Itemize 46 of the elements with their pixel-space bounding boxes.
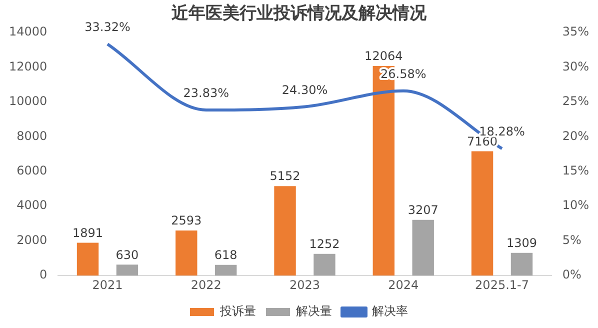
data-label: 5152	[270, 169, 300, 184]
data-label: 33.32%	[84, 20, 130, 34]
y-tick-label: 12000	[8, 59, 48, 74]
y2-tick-label: 35%	[562, 24, 589, 39]
y-tick-label: 4000	[16, 198, 48, 212]
bar	[116, 264, 138, 276]
y-tick-label: 2000	[16, 232, 48, 247]
y2-tick-label: 20%	[562, 128, 589, 143]
x-tick-label: 2024	[388, 278, 419, 292]
legend-label: 投诉量	[219, 304, 256, 318]
data-label: 1309	[506, 236, 538, 250]
y-tick-label: 8000	[16, 128, 48, 143]
data-label: 1252	[309, 236, 340, 251]
bar	[274, 186, 296, 276]
data-label: 630	[116, 248, 139, 262]
bar	[314, 254, 336, 276]
x-tick-label: 2023	[289, 278, 320, 292]
x-tick-label: 2025.1-7	[475, 278, 529, 292]
y-tick-label: 6000	[16, 163, 48, 178]
chart-title: 近年医美行业投诉情况及解决情况	[170, 4, 428, 24]
bar	[76, 242, 99, 276]
legend-label: 解决量	[296, 304, 332, 318]
data-label: 618	[214, 248, 238, 262]
y-tick-label: 14000	[8, 24, 48, 39]
data-label: 12064	[364, 49, 403, 64]
y2-tick-label: 5%	[562, 232, 582, 247]
bar	[510, 252, 533, 276]
y2-tick-label: 25%	[562, 94, 589, 108]
data-label: 24.30%	[282, 82, 328, 97]
bar	[412, 220, 434, 276]
x-tick-label: 2021	[92, 278, 123, 292]
legend-label: 解决率	[372, 304, 408, 318]
y2-tick-label: 15%	[562, 163, 589, 178]
data-label: 3207	[408, 203, 438, 218]
y2-tick-label: 30%	[562, 59, 589, 74]
bar	[176, 230, 198, 276]
bar	[471, 151, 494, 276]
data-label: 23.83%	[183, 86, 230, 100]
data-label: 2593	[171, 214, 202, 228]
y2-tick-label: 0%	[562, 268, 582, 282]
y-tick-label: 10000	[8, 94, 48, 108]
y2-tick-label: 10%	[562, 198, 589, 212]
y-tick-label: 0	[40, 268, 48, 282]
data-label: 1891	[72, 226, 104, 240]
x-tick-label: 2022	[190, 278, 222, 292]
bar	[214, 264, 237, 276]
